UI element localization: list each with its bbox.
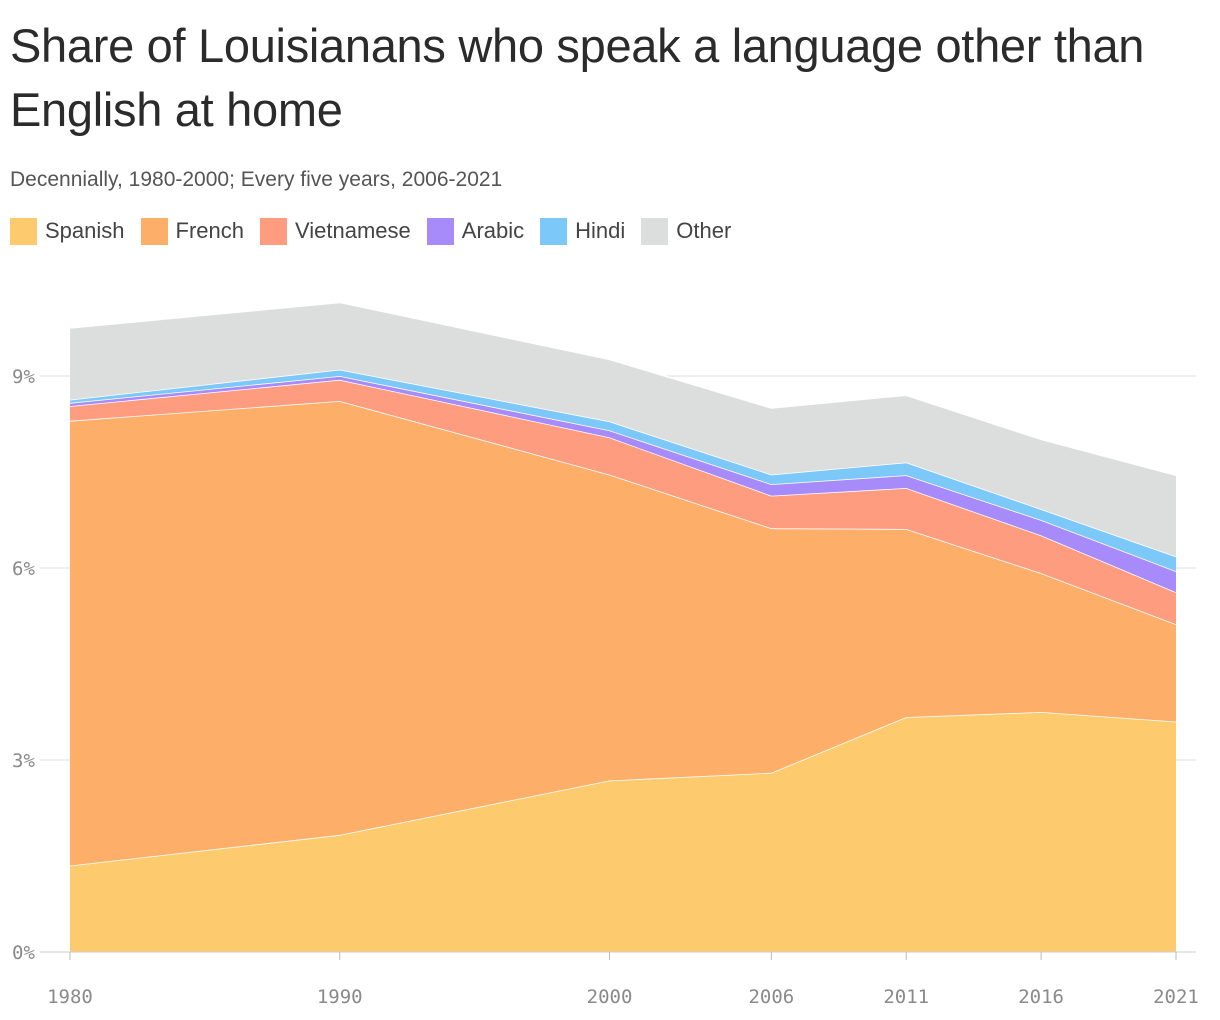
chart-title: Share of Louisianans who speak a languag… xyxy=(10,19,1145,136)
legend-label-french: French xyxy=(175,218,244,243)
legend-label-hindi: Hindi xyxy=(575,218,626,243)
legend-swatch-hindi xyxy=(540,217,568,245)
area-vietnamese xyxy=(70,379,1176,625)
legend-swatch-other xyxy=(641,217,669,245)
legend-item-arabic: Arabic xyxy=(426,217,525,245)
legend-item-french: French xyxy=(140,217,244,245)
area-other xyxy=(70,302,1176,557)
y-tick-label-0: 0% xyxy=(12,942,35,964)
x-tick-label-2006: 2006 xyxy=(748,986,794,1008)
x-tick-label-2021: 2021 xyxy=(1153,986,1199,1008)
area-hindi xyxy=(70,369,1176,572)
chart-subtitle: Decennially, 1980-2000; Every five years… xyxy=(10,168,503,191)
x-tick-label-2016: 2016 xyxy=(1018,986,1064,1008)
axes: 0% 3% 6% 9% 1980 1990 2000 2006 2011 2016 2021 xyxy=(12,366,1199,1008)
legend-item-other: Other xyxy=(641,217,732,245)
legend-item-vietnamese: Vietnamese xyxy=(260,217,411,245)
legend-swatch-arabic xyxy=(426,217,454,245)
legend-item-spanish: Spanish xyxy=(10,217,125,245)
y-tick-label-6: 6% xyxy=(12,558,35,580)
legend: Spanish French Vietnamese Arabic Hindi O… xyxy=(10,216,747,246)
x-tick-label-1980: 1980 xyxy=(47,986,93,1008)
area-french xyxy=(70,401,1176,866)
legend-swatch-vietnamese xyxy=(260,217,287,245)
legend-label-vietnamese: Vietnamese xyxy=(295,218,411,243)
x-tick-label-1990: 1990 xyxy=(317,986,363,1008)
legend-swatch-spanish xyxy=(10,217,37,245)
y-tick-label-9: 9% xyxy=(12,366,35,388)
x-tick-label-2000: 2000 xyxy=(587,986,633,1008)
legend-item-hindi: Hindi xyxy=(540,217,626,245)
area-series xyxy=(69,301,1177,952)
y-tick-label-3: 3% xyxy=(12,750,35,772)
legend-label-arabic: Arabic xyxy=(461,218,525,243)
x-tick-label-2011: 2011 xyxy=(883,986,929,1008)
area-edge-other xyxy=(69,301,1177,476)
legend-swatch-french xyxy=(140,217,168,245)
legend-label-spanish: Spanish xyxy=(45,218,125,243)
area-spanish xyxy=(70,712,1176,952)
legend-label-other: Other xyxy=(676,218,732,243)
